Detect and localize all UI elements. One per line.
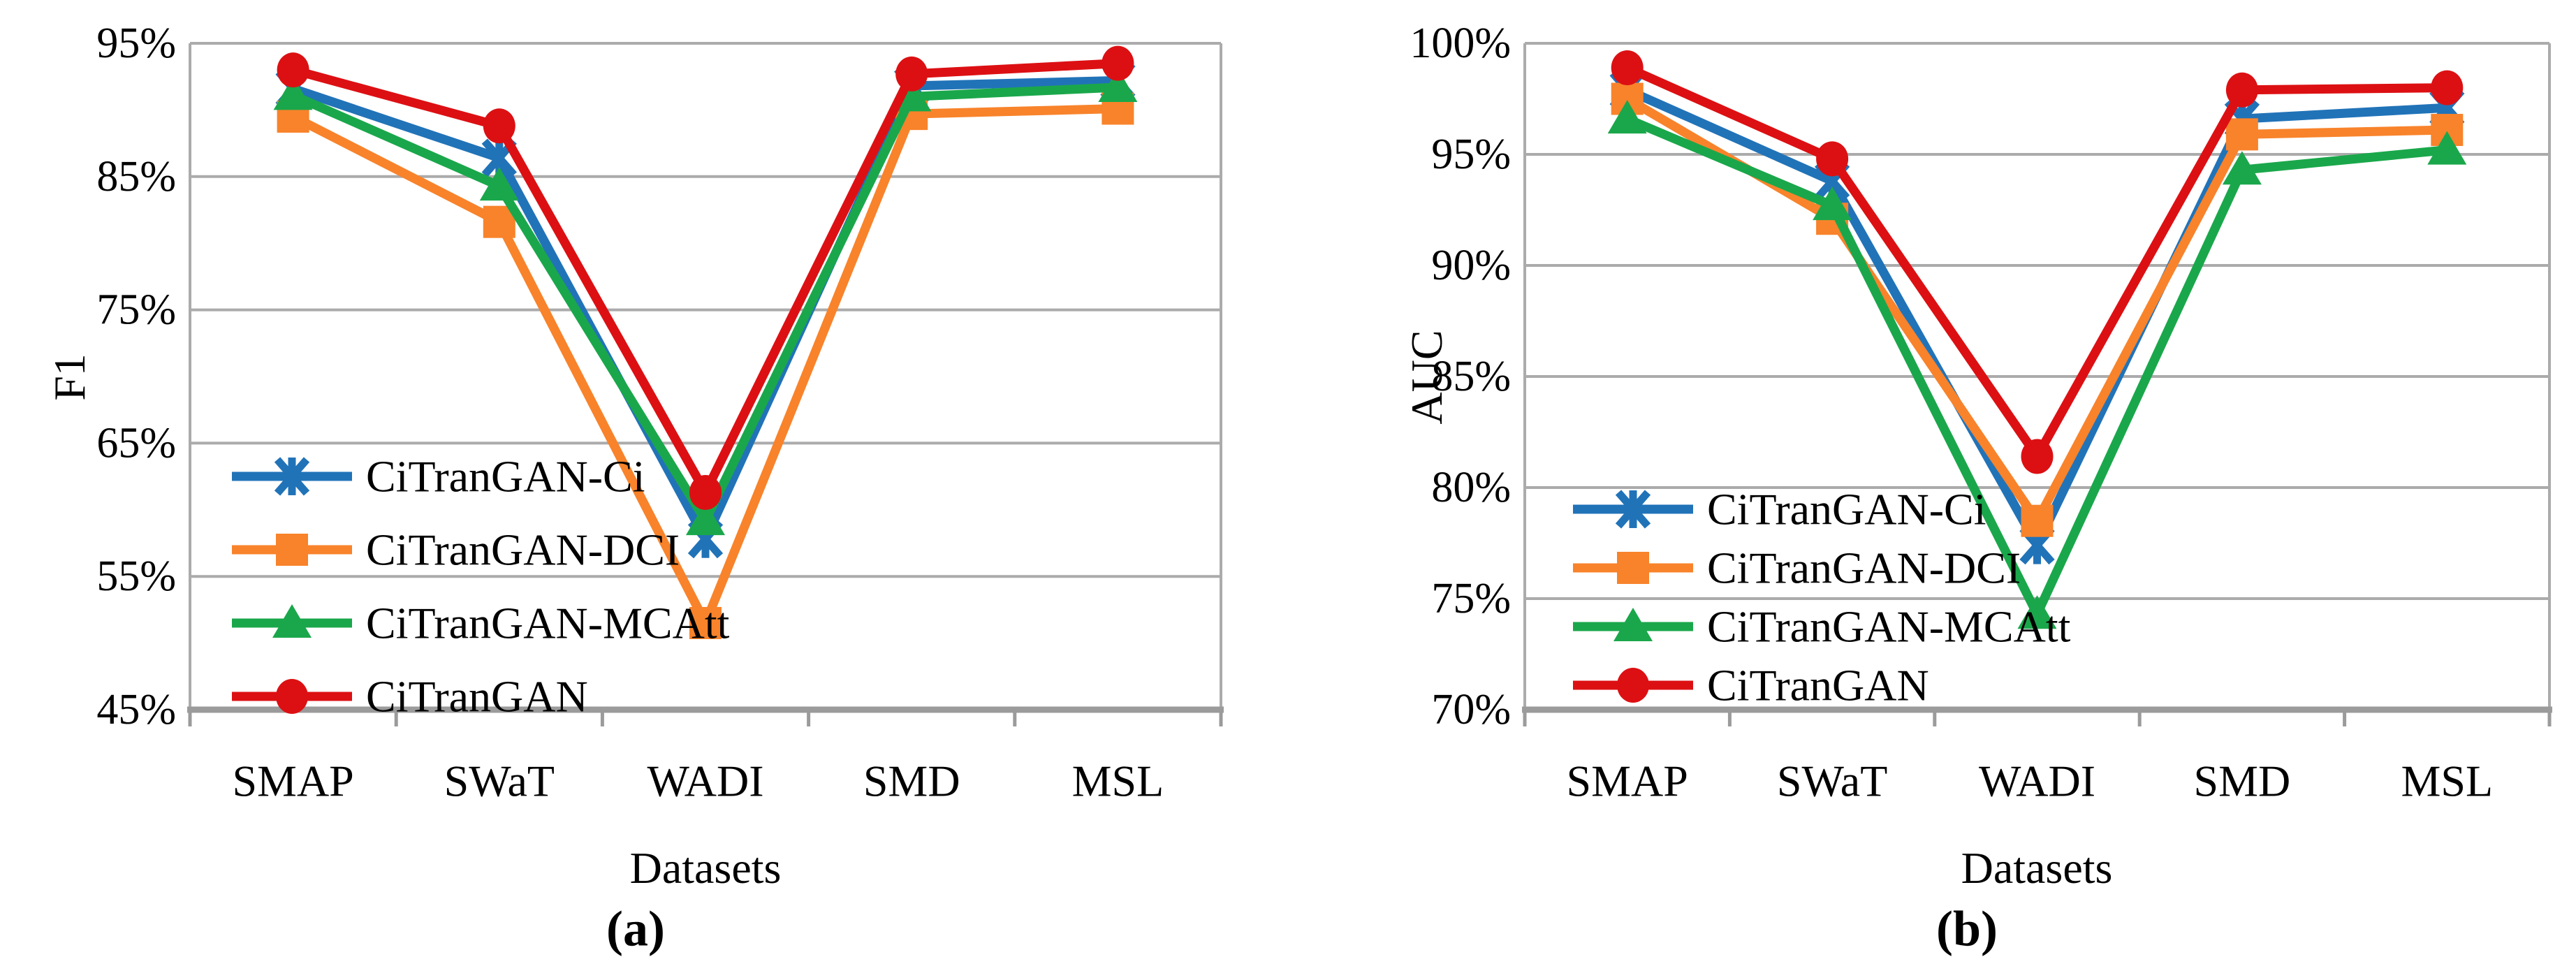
x-axis-title-datasets-a: Datasets — [629, 843, 782, 893]
chart-b: 100% 95% 90% 85% 80% 75% 70% SMAP SWaT WADI SMD MSL… — [1410, 20, 2552, 806]
x-category-label-wadi: WADI — [647, 756, 763, 806]
marker-circle-citrangan-smd — [2225, 72, 2258, 108]
x-category-label-smd: SMD — [2194, 756, 2291, 806]
legend-marker-asterisk — [1615, 490, 1651, 529]
marker-circle-citrangan-swat — [483, 108, 515, 144]
y-tick-label-85: 85% — [96, 153, 176, 200]
chart-a: 95% 85% 75% 65% 55% 45% SMAP SWaT WADI SMD MSL CiTr… — [96, 20, 1224, 806]
marker-circle-citrangan-smap — [1611, 50, 1644, 85]
marker-circle-citrangan-swat — [1816, 141, 1849, 177]
marker-triangle-citrangan-mcatt-smap — [273, 76, 313, 110]
y-tick-label-85: 85% — [1431, 353, 1511, 400]
x-category-label-msl: MSL — [2401, 756, 2494, 806]
legend-marker-square — [1617, 552, 1649, 584]
legend-marker-triangle — [1613, 608, 1653, 641]
y-tick-label-55: 55% — [96, 553, 176, 600]
marker-circle-citrangan-smap — [277, 52, 309, 88]
marker-triangle-citrangan-mcatt-wadi — [2017, 595, 2057, 629]
marker-triangle-citrangan-mcatt-smd — [2222, 151, 2262, 185]
x-category-label-msl: MSL — [1072, 756, 1164, 806]
legend-marker-circle — [1617, 668, 1649, 703]
legend-label: CiTranGAN — [1707, 661, 1929, 710]
legend-a: CiTranGAN-Ci CiTranGAN-DCI CiTranGAN-MCAtt… — [232, 452, 730, 722]
x-category-label-swat: SWaT — [1777, 756, 1887, 806]
legend-item-citrangan-mcatt: CiTranGAN-MCAtt — [232, 599, 730, 648]
marker-triangle-citrangan-mcatt-msl — [1098, 68, 1138, 102]
y-tick-label-65: 65% — [96, 419, 176, 467]
legend-b: CiTranGAN-Ci CiTranGAN-DCI CiTranGAN-MCAtt… — [1573, 485, 2071, 710]
series-line-citrangan — [1623, 63, 2452, 461]
y-tick-label-90: 90% — [1431, 242, 1511, 289]
y-tick-label-45: 45% — [96, 686, 176, 733]
marker-circle-citrangan-msl — [1102, 45, 1134, 81]
subfigure-caption-b: (b) — [1936, 900, 1998, 957]
marker-triangle-citrangan-mcatt-smap — [1607, 100, 1647, 134]
legend-label: CiTranGAN-Ci — [366, 452, 645, 502]
legend-label: CiTranGAN-DCI — [366, 525, 680, 575]
y-tick-label-70: 70% — [1431, 686, 1511, 733]
marker-triangle-citrangan-mcatt-msl — [2427, 131, 2467, 165]
legend-label: CiTranGAN-MCAtt — [1707, 602, 2071, 652]
legend-item-citrangan-dci: CiTranGAN-DCI — [232, 525, 680, 575]
x-category-label-wadi: WADI — [1979, 756, 2095, 806]
x-category-label-smap: SMAP — [232, 756, 353, 806]
marker-triangle-citrangan-mcatt-swat — [479, 167, 519, 201]
subfigure-caption-a: (a) — [606, 900, 665, 957]
marker-circle-citrangan-smd — [895, 56, 928, 92]
y-tick-label-95: 95% — [1431, 131, 1511, 178]
y-tick-label-95: 95% — [96, 20, 176, 67]
x-axis-title-datasets-b: Datasets — [1961, 843, 2113, 893]
legend-label: CiTranGAN — [366, 672, 588, 722]
marker-square-citrangan-dci-wadi — [689, 606, 722, 639]
legend-item-citrangan-ci: CiTranGAN-Ci — [1573, 485, 1986, 534]
legend-label: CiTranGAN-MCAtt — [366, 599, 730, 648]
marker-square-citrangan-dci-wadi — [2021, 504, 2054, 537]
marker-circle-citrangan-msl — [2431, 70, 2464, 105]
marker-circle-citrangan-wadi — [689, 474, 722, 510]
legend-label: CiTranGAN-DCI — [1707, 543, 2021, 593]
y-tick-label-75: 75% — [96, 286, 176, 334]
legend-marker-asterisk — [274, 457, 310, 496]
legend-marker-asterisk-arm — [274, 457, 310, 496]
y-tick-label-75: 75% — [1431, 575, 1511, 622]
y-tick-label-80: 80% — [1431, 464, 1511, 511]
legend-item-citrangan-mcatt: CiTranGAN-MCAtt — [1573, 602, 2071, 652]
legend-marker-circle — [276, 679, 308, 714]
marker-triangle-citrangan-mcatt-swat — [1813, 187, 1852, 221]
legend-item-citrangan: CiTranGAN — [1573, 661, 1929, 710]
marker-square-citrangan-dci-smd — [2225, 118, 2258, 151]
legend-item-citrangan: CiTranGAN — [232, 672, 588, 722]
x-category-label-smap: SMAP — [1567, 756, 1688, 806]
y-axis-title-f1: F1 — [45, 353, 94, 401]
y-axis-title-auc: AUC — [1402, 330, 1451, 425]
legend-label: CiTranGAN-Ci — [1707, 485, 1986, 534]
legend-item-citrangan-dci: CiTranGAN-DCI — [1573, 543, 2021, 593]
x-category-label-smd: SMD — [863, 756, 960, 806]
legend-marker-asterisk-arm — [1615, 490, 1651, 529]
marker-triangle-citrangan-mcatt-wadi — [686, 502, 725, 536]
x-category-label-swat: SWaT — [444, 756, 555, 806]
marker-circle-citrangan-wadi — [2021, 439, 2054, 474]
y-tick-label-100: 100% — [1410, 20, 1511, 67]
legend-marker-triangle — [272, 604, 312, 638]
legend-marker-square — [276, 534, 308, 566]
legend-item-citrangan-ci: CiTranGAN-Ci — [232, 452, 645, 502]
